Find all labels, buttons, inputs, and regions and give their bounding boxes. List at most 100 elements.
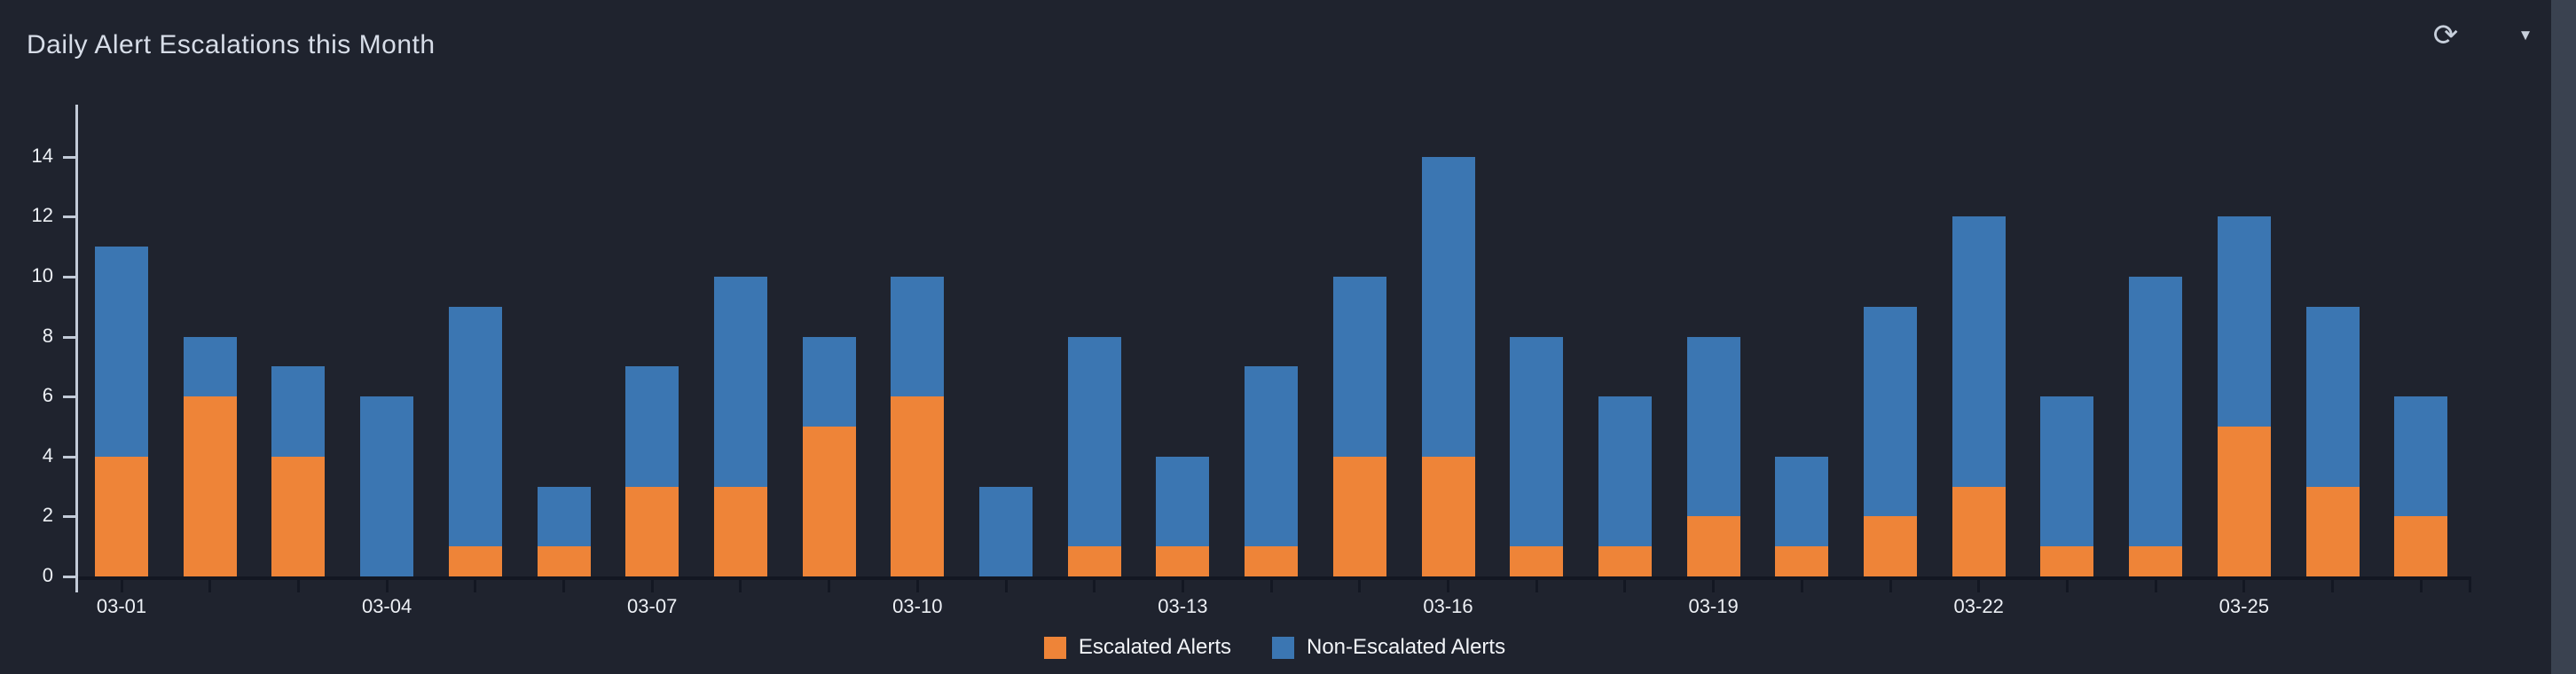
x-tick [120, 580, 123, 592]
x-tick [2154, 580, 2157, 592]
right-edge-divider [2551, 0, 2576, 674]
bar-segment-escalated[interactable] [802, 427, 856, 576]
bar-segment-non-escalated[interactable] [2040, 396, 2094, 547]
bar-segment-non-escalated[interactable] [2129, 277, 2183, 547]
bar-segment-non-escalated[interactable] [360, 396, 414, 576]
bar-segment-escalated[interactable] [1775, 546, 1829, 576]
bar-segment-escalated[interactable] [1245, 546, 1299, 576]
bar-segment-escalated[interactable] [1421, 456, 1475, 576]
bar-segment-escalated[interactable] [2394, 516, 2448, 576]
bar-segment-escalated[interactable] [537, 546, 591, 576]
y-tick [63, 396, 75, 399]
y-tick [63, 216, 75, 219]
x-tick [562, 580, 565, 592]
bar-segment-escalated[interactable] [2305, 486, 2360, 576]
bar-segment-non-escalated[interactable] [891, 277, 945, 397]
y-tick-label: 6 [42, 384, 53, 407]
bar-segment-escalated[interactable] [1864, 516, 1917, 576]
x-tick [2065, 580, 2069, 592]
bar-segment-non-escalated[interactable] [537, 486, 591, 547]
bar-segment-escalated[interactable] [1598, 546, 1652, 576]
bar-segment-non-escalated[interactable] [625, 366, 679, 487]
refresh-icon: ⟳ [2432, 19, 2459, 52]
x-tick [1889, 580, 1892, 592]
panel-title: Daily Alert Escalations this Month [27, 30, 436, 59]
x-tick-label: 03-16 [1423, 595, 1473, 617]
bar-segment-non-escalated[interactable] [448, 306, 502, 547]
bar-segment-non-escalated[interactable] [95, 247, 148, 457]
bar-segment-non-escalated[interactable] [1421, 156, 1475, 457]
bar-segment-non-escalated[interactable] [2217, 216, 2271, 427]
refresh-button[interactable]: ⟳ [2423, 16, 2469, 55]
bar-segment-escalated[interactable] [1067, 546, 1121, 576]
bar-segment-non-escalated[interactable] [2394, 396, 2448, 517]
bar-segment-non-escalated[interactable] [1245, 366, 1299, 547]
bar-segment-non-escalated[interactable] [1952, 216, 2006, 487]
panel-menu-button[interactable]: ▼ [2505, 16, 2546, 55]
bar-segment-escalated[interactable] [1332, 456, 1386, 576]
x-tick [1623, 580, 1627, 592]
x-tick-label: 03-25 [2219, 595, 2269, 617]
x-tick [1800, 580, 1803, 592]
bar-segment-non-escalated[interactable] [713, 277, 767, 487]
y-tick-label: 2 [42, 504, 53, 527]
x-tick [385, 580, 389, 592]
bar-segment-non-escalated[interactable] [979, 486, 1033, 576]
bar-segment-escalated[interactable] [2129, 546, 2183, 576]
bar-segment-escalated[interactable] [2217, 427, 2271, 576]
bar-segment-escalated[interactable] [1686, 516, 1740, 576]
bar-segment-escalated[interactable] [2040, 546, 2094, 576]
chart-legend: Escalated Alerts Non-Escalated Alerts [78, 635, 2471, 660]
bar-segment-non-escalated[interactable] [1598, 396, 1652, 547]
bar-segment-escalated[interactable] [95, 456, 148, 576]
y-tick [63, 576, 75, 578]
bar-segment-escalated[interactable] [713, 486, 767, 576]
bar-segment-escalated[interactable] [1156, 546, 1210, 576]
bar-segment-non-escalated[interactable] [183, 336, 237, 397]
x-tick-label: 03-01 [96, 595, 147, 617]
bar-segment-escalated[interactable] [625, 486, 679, 576]
y-tick-label: 12 [31, 204, 53, 227]
bar-segment-non-escalated[interactable] [1067, 336, 1121, 547]
x-tick [650, 580, 654, 592]
bar-segment-non-escalated[interactable] [2305, 306, 2360, 487]
legend-label: Escalated Alerts [1078, 635, 1231, 659]
x-tick [474, 580, 477, 592]
x-tick [828, 580, 831, 592]
y-tick [63, 335, 75, 339]
legend-item-escalated[interactable]: Escalated Alerts [1043, 635, 1231, 660]
x-tick [1447, 580, 1449, 592]
x-tick [1977, 580, 1981, 592]
x-tick [1358, 580, 1362, 592]
x-tick [296, 580, 300, 592]
x-tick [2419, 580, 2423, 592]
bar-segment-escalated[interactable] [1952, 486, 2006, 576]
x-tick [1181, 580, 1184, 592]
bar-segment-non-escalated[interactable] [802, 336, 856, 427]
x-tick-label: 03-22 [1953, 595, 2004, 617]
bar-segment-non-escalated[interactable] [1156, 456, 1210, 547]
bar-segment-non-escalated[interactable] [271, 366, 326, 457]
bar-segment-non-escalated[interactable] [1510, 336, 1564, 547]
x-tick [1004, 580, 1008, 592]
bar-segment-escalated[interactable] [448, 546, 502, 576]
y-tick-label: 8 [42, 324, 53, 347]
x-tick [1269, 580, 1273, 592]
bar-segment-escalated[interactable] [271, 456, 326, 576]
legend-item-non-escalated[interactable]: Non-Escalated Alerts [1271, 635, 1505, 660]
bar-segment-non-escalated[interactable] [1775, 456, 1829, 547]
y-tick [63, 276, 75, 278]
bar-segment-non-escalated[interactable] [1332, 277, 1386, 457]
bar-segment-escalated[interactable] [891, 396, 945, 576]
escalated-swatch-icon [1043, 636, 1066, 659]
bar-segment-escalated[interactable] [1510, 546, 1564, 576]
x-tick [739, 580, 742, 592]
x-tick [2331, 580, 2334, 592]
y-tick-label: 0 [42, 564, 53, 586]
x-tick [2242, 580, 2246, 592]
bar-segment-non-escalated[interactable] [1686, 336, 1740, 517]
bar-segment-escalated[interactable] [183, 396, 237, 576]
bar-segment-non-escalated[interactable] [1864, 306, 1917, 517]
